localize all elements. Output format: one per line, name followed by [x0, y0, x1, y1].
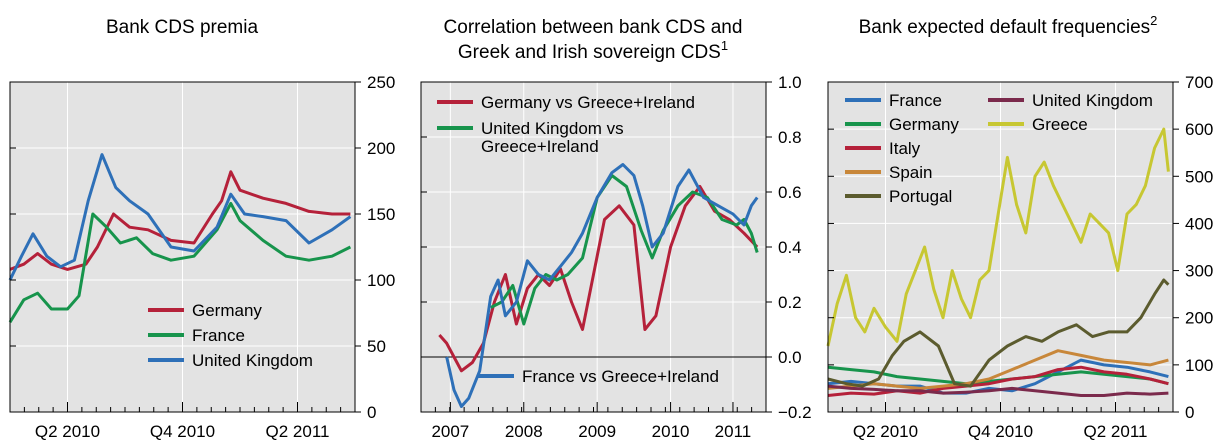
series-line-germany: [9, 170, 351, 271]
y-tick-label: 200: [1185, 309, 1213, 328]
y-tick-label: 400: [1185, 214, 1213, 233]
x-tick-label: Q2 2011: [1084, 422, 1148, 441]
chart-panel-1: 0 50 100 150 200 250 Q2 2010 Q4 2010 Q2 2011 Bank…: [8, 17, 395, 441]
x-tick-label: Q2 2010: [853, 422, 918, 441]
x-tick-label: 2007: [431, 422, 469, 441]
series-line-united-kingdom-vs-greece-ireland: [490, 174, 759, 326]
series-line-italy: [827, 365, 1169, 397]
y-tick-label: 0: [1185, 403, 1194, 422]
x-tick-label: 2008: [505, 422, 543, 441]
y-tick-label: 300: [1185, 262, 1213, 281]
y-tick-label: 100: [1185, 356, 1213, 375]
y-tick-label: 0.8: [778, 128, 802, 147]
series-line-united-kingdom: [8, 153, 352, 281]
legend-label: United Kingdom vs: [481, 119, 624, 138]
y-tick-label: 150: [367, 205, 395, 224]
legend-label-cont: Greece+Ireland: [481, 137, 599, 156]
chart-title: Bank expected default frequencies2: [859, 13, 1158, 38]
legend-label: Italy: [889, 139, 921, 158]
y-tick-label: −0.2: [778, 403, 812, 422]
y-tick-label: 0.2: [778, 293, 802, 312]
y-tick-label: 200: [367, 139, 395, 158]
chart-panel-3: 0 100 200 300 400 500 600 700 Q2 2010 Q4 2010 Q2 2…: [826, 13, 1213, 441]
legend-label: Germany vs Greece+Ireland: [481, 93, 695, 112]
legend-label: Germany: [192, 301, 262, 320]
chart-panel-2: −0.2 0.0 0.2 0.4 0.6 0.8 1.0 2007 2008 2009 2010 20…: [420, 17, 812, 441]
x-tick-label: Q2 2011: [266, 422, 330, 441]
y-tick-label: 250: [367, 73, 395, 92]
y-tick-label: 500: [1185, 167, 1213, 186]
y-tick-label: 0.0: [778, 348, 802, 367]
y-tick-label: 0.6: [778, 183, 802, 202]
series-line-france: [8, 201, 352, 323]
legend-label: Germany: [889, 115, 959, 134]
legend-label: Portugal: [889, 187, 952, 206]
legend-label: Greece: [1032, 115, 1088, 134]
x-tick-label: 2011: [715, 422, 752, 441]
series-line-spain: [827, 349, 1169, 390]
chart-title-line-1: Correlation between bank CDS and: [444, 17, 743, 38]
legend-label: United Kingdom: [1032, 91, 1153, 110]
y-tick-label: 700: [1185, 73, 1213, 92]
legend-label: France: [192, 326, 245, 345]
chart-title-line-2: Greek and Irish sovereign CDS1: [458, 38, 728, 63]
series-line-united-kingdom: [827, 384, 1169, 397]
y-tick-label: 1.0: [778, 73, 802, 92]
series-line-germany-vs-greece-ireland: [438, 185, 759, 373]
y-tick-label: 600: [1185, 120, 1213, 139]
series-line-portugal: [827, 278, 1170, 388]
legend-label: Spain: [889, 163, 932, 182]
series-line-greece: [826, 127, 1170, 347]
x-tick-label: 2009: [578, 422, 616, 441]
legend-label: France vs Greece+Ireland: [522, 367, 719, 386]
legend: Germany France United Kingdom: [148, 301, 313, 370]
legend-label: France: [889, 91, 942, 110]
y-tick-label: 0.4: [778, 238, 802, 257]
y-tick-label: 50: [367, 337, 386, 356]
series-line-france-vs-greece-ireland: [445, 163, 759, 408]
y-tick-label: 0: [367, 403, 376, 422]
chart-title: Bank CDS premia: [106, 17, 258, 38]
x-tick-label: Q2 2010: [35, 422, 100, 441]
legend-label: United Kingdom: [192, 351, 313, 370]
legend: France Germany Italy Spain Portugal United Ki…: [845, 91, 1153, 206]
legend: Germany vs Greece+Ireland United Kingdom …: [437, 93, 719, 386]
x-tick-label: Q4 2010: [150, 422, 215, 441]
x-tick-label: 2010: [652, 422, 690, 441]
y-tick-label: 100: [367, 271, 395, 290]
x-tick-label: Q4 2010: [968, 422, 1033, 441]
